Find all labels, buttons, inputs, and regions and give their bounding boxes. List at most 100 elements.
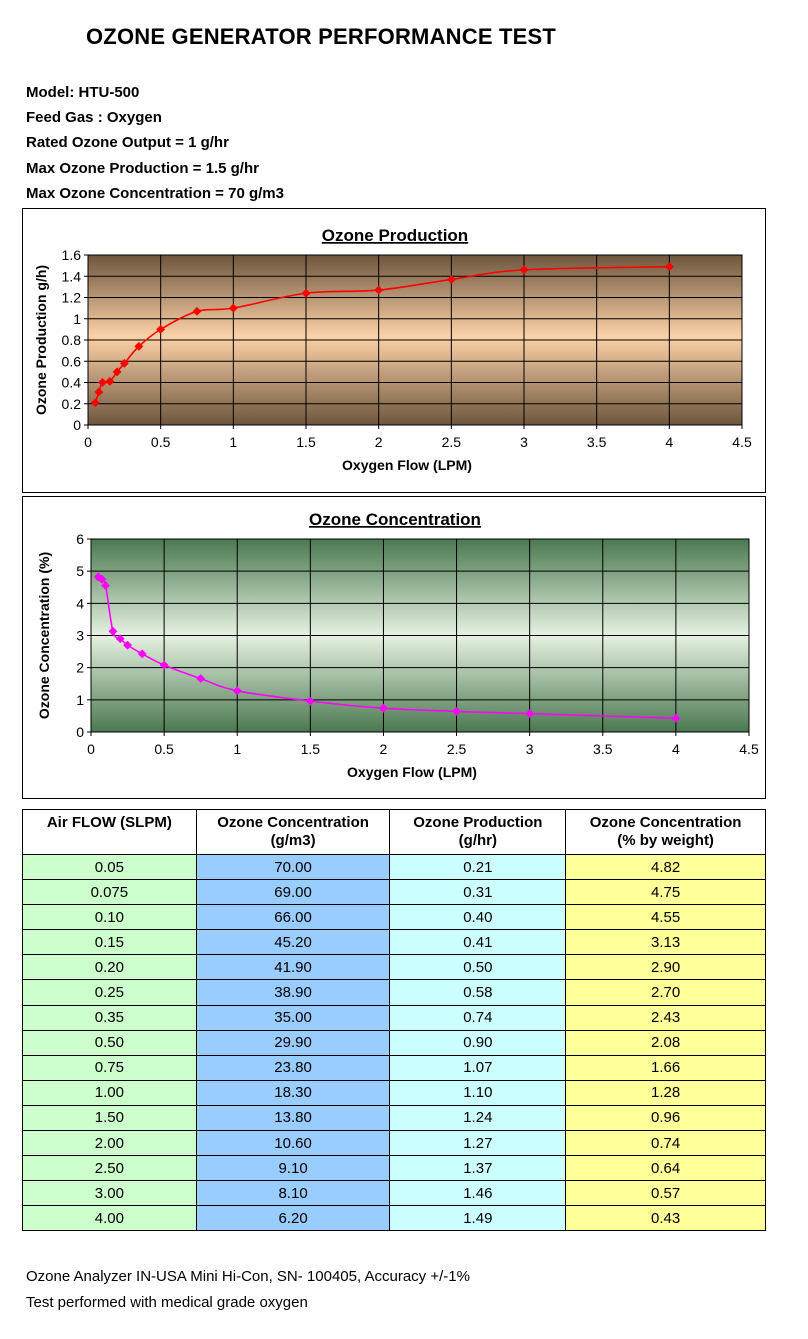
chart-title: Ozone Production bbox=[322, 226, 468, 245]
cell-air-flow: 0.15 bbox=[22, 929, 197, 956]
y-tick-label: 1.2 bbox=[62, 290, 82, 306]
y-tick-label: 1 bbox=[73, 311, 81, 327]
cell-air-flow: 4.00 bbox=[22, 1205, 197, 1232]
cell-production: 1.27 bbox=[389, 1130, 567, 1157]
data-point bbox=[159, 660, 169, 670]
data-point bbox=[232, 686, 242, 696]
cell-production: 0.58 bbox=[389, 979, 567, 1006]
data-point bbox=[192, 306, 202, 316]
cell-production: 0.50 bbox=[389, 954, 567, 981]
y-axis-label: Ozone Concentration (%) bbox=[36, 552, 52, 719]
cell-air-flow: 0.05 bbox=[22, 853, 197, 881]
data-point bbox=[156, 324, 166, 334]
page-title: OZONE GENERATOR PERFORMANCE TEST bbox=[86, 24, 557, 49]
table-row: 0.25 38.90 0.58 2.70 bbox=[22, 979, 766, 1006]
data-point bbox=[196, 674, 206, 684]
cell-concentration-percent: 2.43 bbox=[565, 1004, 766, 1031]
x-tick-label: 3.5 bbox=[587, 434, 607, 450]
table-row: 1.00 18.30 1.10 1.28 bbox=[22, 1079, 766, 1106]
cell-air-flow: 1.50 bbox=[22, 1104, 197, 1132]
cell-concentration-percent: 4.82 bbox=[565, 853, 766, 881]
cell-concentration-percent: 2.90 bbox=[565, 954, 766, 981]
x-tick-label: 4.5 bbox=[732, 434, 752, 450]
data-point bbox=[228, 303, 238, 313]
table-row: 0.075 69.00 0.31 4.75 bbox=[22, 879, 766, 906]
cell-air-flow: 1.00 bbox=[22, 1079, 197, 1106]
y-tick-label: 0 bbox=[76, 724, 84, 740]
cell-concentration-gm3: 8.10 bbox=[195, 1180, 391, 1207]
x-tick-label: 2.5 bbox=[442, 434, 462, 450]
y-tick-label: 1 bbox=[76, 692, 84, 708]
spec-model: Model: HTU-500 bbox=[26, 84, 140, 101]
cell-concentration-gm3: 29.90 bbox=[195, 1029, 391, 1056]
data-point bbox=[101, 581, 111, 591]
cell-air-flow: 0.35 bbox=[22, 1004, 197, 1031]
y-tick-label: 0 bbox=[73, 417, 81, 433]
data-point bbox=[301, 288, 311, 298]
data-point bbox=[378, 703, 388, 713]
x-tick-label: 0.5 bbox=[151, 434, 171, 450]
cell-air-flow: 0.075 bbox=[22, 879, 197, 906]
cell-concentration-percent: 0.43 bbox=[565, 1205, 766, 1232]
data-point bbox=[115, 634, 125, 644]
x-tick-label: 1 bbox=[233, 741, 241, 757]
y-tick-label: 5 bbox=[76, 563, 84, 579]
cell-concentration-percent: 0.96 bbox=[565, 1104, 766, 1132]
table-row: 4.00 6.20 1.49 0.43 bbox=[22, 1205, 766, 1232]
cell-concentration-percent: 1.66 bbox=[565, 1054, 766, 1081]
y-tick-label: 2 bbox=[76, 660, 84, 676]
cell-concentration-percent: 4.75 bbox=[565, 879, 766, 906]
cell-concentration-gm3: 18.30 bbox=[195, 1079, 391, 1106]
data-point bbox=[90, 398, 100, 408]
cell-production: 0.41 bbox=[389, 929, 567, 956]
cell-concentration-percent: 2.70 bbox=[565, 979, 766, 1006]
cell-concentration-gm3: 38.90 bbox=[195, 979, 391, 1006]
data-point bbox=[446, 274, 456, 284]
x-tick-label: 0 bbox=[84, 434, 92, 450]
y-tick-label: 1.4 bbox=[62, 268, 82, 284]
table-row: 0.35 35.00 0.74 2.43 bbox=[22, 1004, 766, 1031]
data-point bbox=[137, 649, 147, 659]
cell-concentration-gm3: 35.00 bbox=[195, 1004, 391, 1031]
header-production: Ozone Production (g/hr) bbox=[389, 809, 567, 855]
cell-air-flow: 0.75 bbox=[22, 1054, 197, 1081]
data-point bbox=[123, 640, 133, 650]
y-tick-label: 6 bbox=[76, 531, 84, 547]
x-tick-label: 3 bbox=[520, 434, 528, 450]
table-row: 0.20 41.90 0.50 2.90 bbox=[22, 954, 766, 981]
ozone-production-chart: Ozone Production 0 0.2 0.4 0.6 0.8 1 1.2 1.4 1.6 0… bbox=[22, 208, 766, 493]
cell-production: 0.21 bbox=[389, 853, 567, 881]
chart-title: Ozone Concentration bbox=[309, 510, 481, 529]
table-row: 3.00 8.10 1.46 0.57 bbox=[22, 1180, 766, 1207]
x-tick-label: 2.5 bbox=[447, 741, 467, 757]
y-tick-label: 0.6 bbox=[62, 353, 82, 369]
cell-concentration-percent: 4.55 bbox=[565, 904, 766, 931]
ozone-production-chart-svg: Ozone Production 0 0.2 0.4 0.6 0.8 1 1.2 1.4 1.6 0… bbox=[33, 226, 752, 473]
y-axis-label: Ozone Production g/h) bbox=[33, 265, 49, 415]
y-tick-label: 3 bbox=[76, 628, 84, 644]
cell-production: 1.49 bbox=[389, 1205, 567, 1232]
y-tick-label: 0.4 bbox=[62, 375, 82, 391]
x-tick-label: 4 bbox=[665, 434, 673, 450]
y-tick-label: 1.6 bbox=[62, 247, 82, 263]
x-tick-label: 2 bbox=[375, 434, 383, 450]
cell-air-flow: 0.10 bbox=[22, 904, 197, 931]
x-tick-label: 1.5 bbox=[296, 434, 316, 450]
cell-production: 0.90 bbox=[389, 1029, 567, 1056]
x-tick-label: 4 bbox=[672, 741, 680, 757]
cell-production: 0.31 bbox=[389, 879, 567, 906]
table-header-row: Air FLOW (SLPM) Ozone Concentration (g/m3… bbox=[22, 809, 766, 855]
data-point bbox=[525, 709, 535, 719]
x-tick-label: 1 bbox=[229, 434, 237, 450]
ozone-concentration-chart: Ozone Concentration 0 1 2 3 4 5 6 0 0.5 1 1.5 2 2.5 3 3… bbox=[22, 496, 766, 799]
x-tick-label: 2 bbox=[380, 741, 388, 757]
cell-concentration-percent: 0.64 bbox=[565, 1155, 766, 1182]
cell-concentration-gm3: 6.20 bbox=[195, 1205, 391, 1232]
header-concentration-percent: Ozone Concentration (% by weight) bbox=[565, 809, 766, 855]
table-row: 0.05 70.00 0.21 4.82 bbox=[22, 853, 766, 881]
cell-concentration-gm3: 70.00 bbox=[195, 853, 391, 881]
cell-production: 1.24 bbox=[389, 1104, 567, 1132]
cell-production: 0.74 bbox=[389, 1004, 567, 1031]
data-point bbox=[671, 713, 681, 723]
data-point bbox=[97, 574, 107, 584]
